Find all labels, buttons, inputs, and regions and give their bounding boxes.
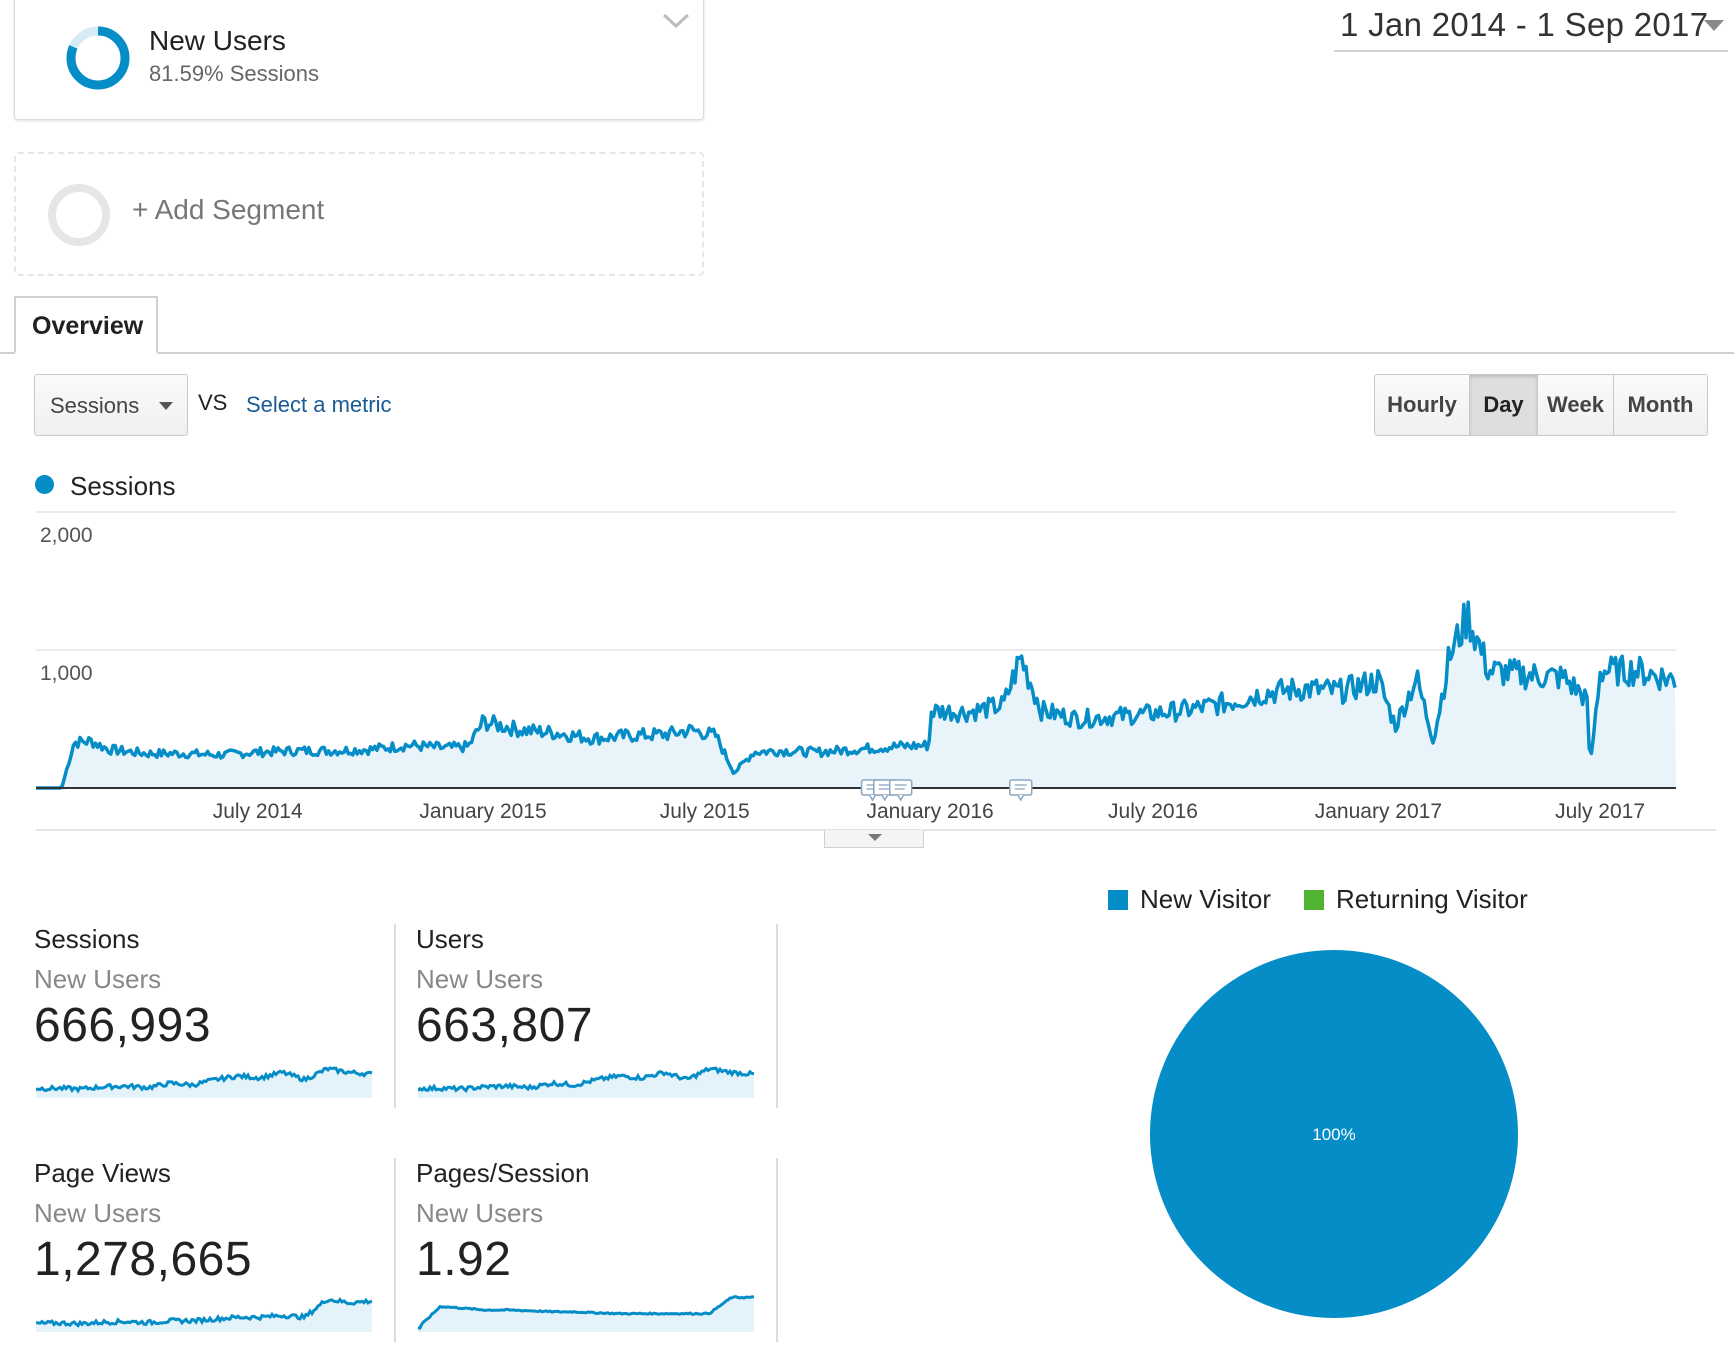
legend-swatch bbox=[1304, 889, 1324, 910]
granularity-week-button[interactable]: Week bbox=[1537, 375, 1613, 435]
page-views-sparkline bbox=[36, 1297, 373, 1332]
scorecard-title: Pages/Session bbox=[416, 1158, 590, 1188]
sparkline-line bbox=[418, 1066, 755, 1094]
pie-legend-new-visitor[interactable]: New Visitor bbox=[1108, 884, 1271, 915]
scorecard-value: 663,807 bbox=[416, 999, 594, 1052]
x-tick-label: January 2016 bbox=[866, 800, 993, 823]
users-sparkline bbox=[418, 1066, 755, 1098]
annotation-marker-icon[interactable] bbox=[1008, 779, 1033, 802]
scorecard-segment: New Users bbox=[34, 964, 162, 994]
scorecard-pages-per-session[interactable]: Pages/Session New Users 1.92 bbox=[416, 1158, 776, 1348]
date-range-label: 1 Jan 2014 - 1 Sep 2017 bbox=[1340, 6, 1709, 43]
legend-series-marker bbox=[35, 475, 54, 494]
annotation-drawer-toggle[interactable] bbox=[824, 830, 924, 848]
scorecard-divider bbox=[776, 1158, 778, 1342]
vs-label: VS bbox=[198, 390, 228, 415]
granularity-hourly-button[interactable]: Hourly bbox=[1375, 375, 1469, 435]
sparkline-area bbox=[36, 1299, 372, 1332]
segment-card[interactable]: New Users 81.59% Sessions bbox=[14, 0, 704, 120]
pages-per-session-sparkline bbox=[418, 1295, 754, 1332]
add-segment-label: + Add Segment bbox=[132, 194, 325, 225]
sessions-sparkline bbox=[36, 1066, 373, 1098]
pie-slice-label: 100% bbox=[1312, 1125, 1355, 1144]
date-range-picker[interactable]: 1 Jan 2014 - 1 Sep 2017 bbox=[1334, 6, 1728, 52]
pie-legend-label: New Visitor bbox=[1140, 884, 1272, 914]
x-tick-label: January 2015 bbox=[419, 800, 546, 823]
granularity-month-button[interactable]: Month bbox=[1613, 375, 1707, 435]
chevron-down-icon[interactable] bbox=[661, 11, 691, 31]
legend-series-label: Sessions bbox=[70, 471, 176, 501]
sparkline-line bbox=[36, 1297, 373, 1328]
pie-legend-returning-visitor[interactable]: Returning Visitor bbox=[1304, 884, 1528, 915]
caret-down-icon bbox=[159, 402, 173, 410]
sparkline-line bbox=[36, 1066, 373, 1094]
tab-overview-label: Overview bbox=[32, 312, 144, 340]
empty-segment-ring-icon bbox=[48, 184, 110, 246]
sparkline-area bbox=[418, 1296, 754, 1332]
pie-legend-label: Returning Visitor bbox=[1336, 884, 1528, 914]
metric-dropdown[interactable]: Sessions bbox=[34, 374, 188, 436]
scorecard-title: Page Views bbox=[34, 1158, 171, 1188]
scorecard-sessions[interactable]: Sessions New Users 666,993 bbox=[34, 924, 394, 1114]
scorecard-value: 1.92 bbox=[416, 1233, 512, 1286]
x-tick-label: January 2017 bbox=[1315, 800, 1442, 823]
y-tick-label: 2,000 bbox=[40, 524, 93, 547]
scorecard-segment: New Users bbox=[416, 964, 544, 994]
sessions-line bbox=[36, 600, 1677, 790]
segment-subtitle: 81.59% Sessions bbox=[149, 61, 319, 86]
visitor-type-pie-chart[interactable]: 100% bbox=[1148, 948, 1520, 1320]
scorecard-title: Sessions bbox=[34, 924, 140, 954]
scorecard-divider bbox=[394, 1158, 396, 1342]
granularity-day-button[interactable]: Day bbox=[1469, 375, 1537, 435]
caret-down-icon bbox=[1704, 20, 1724, 31]
tab-overview[interactable]: Overview bbox=[14, 296, 158, 354]
scorecard-title: Users bbox=[416, 924, 484, 954]
scorecard-page-views[interactable]: Page Views New Users 1,278,665 bbox=[34, 1158, 394, 1348]
scorecard-value: 666,993 bbox=[34, 999, 212, 1052]
sessions-line-chart[interactable]: 2,000 1,000 July 2014 January 2015 July 201… bbox=[0, 500, 1734, 830]
scorecard-users[interactable]: Users New Users 663,807 bbox=[416, 924, 776, 1114]
x-tick-label: July 2015 bbox=[660, 800, 750, 823]
pie-slice-new-visitor[interactable] bbox=[1150, 950, 1518, 1318]
annotation-marker-icon[interactable] bbox=[888, 779, 913, 802]
sparkline-line bbox=[418, 1295, 754, 1330]
scorecard-value: 1,278,665 bbox=[34, 1233, 253, 1286]
x-tick-label: July 2016 bbox=[1108, 800, 1198, 823]
x-tick-label: July 2017 bbox=[1555, 800, 1645, 823]
select-metric-link[interactable]: Select a metric bbox=[246, 392, 392, 417]
metric-dropdown-label: Sessions bbox=[50, 393, 140, 418]
segment-donut-icon bbox=[66, 26, 130, 90]
scorecard-divider bbox=[394, 924, 396, 1108]
tab-divider bbox=[0, 352, 1734, 354]
scorecard-segment: New Users bbox=[416, 1198, 544, 1228]
y-tick-label: 1,000 bbox=[40, 662, 93, 685]
sessions-area bbox=[36, 602, 1676, 788]
segment-title: New Users bbox=[149, 25, 286, 56]
granularity-toggle: Hourly Day Week Month bbox=[1374, 374, 1708, 436]
scorecard-segment: New Users bbox=[34, 1198, 162, 1228]
add-segment-button[interactable]: + Add Segment bbox=[14, 152, 704, 276]
x-tick-label: July 2014 bbox=[213, 800, 303, 823]
legend-swatch bbox=[1108, 889, 1128, 910]
scorecard-divider bbox=[776, 924, 778, 1108]
